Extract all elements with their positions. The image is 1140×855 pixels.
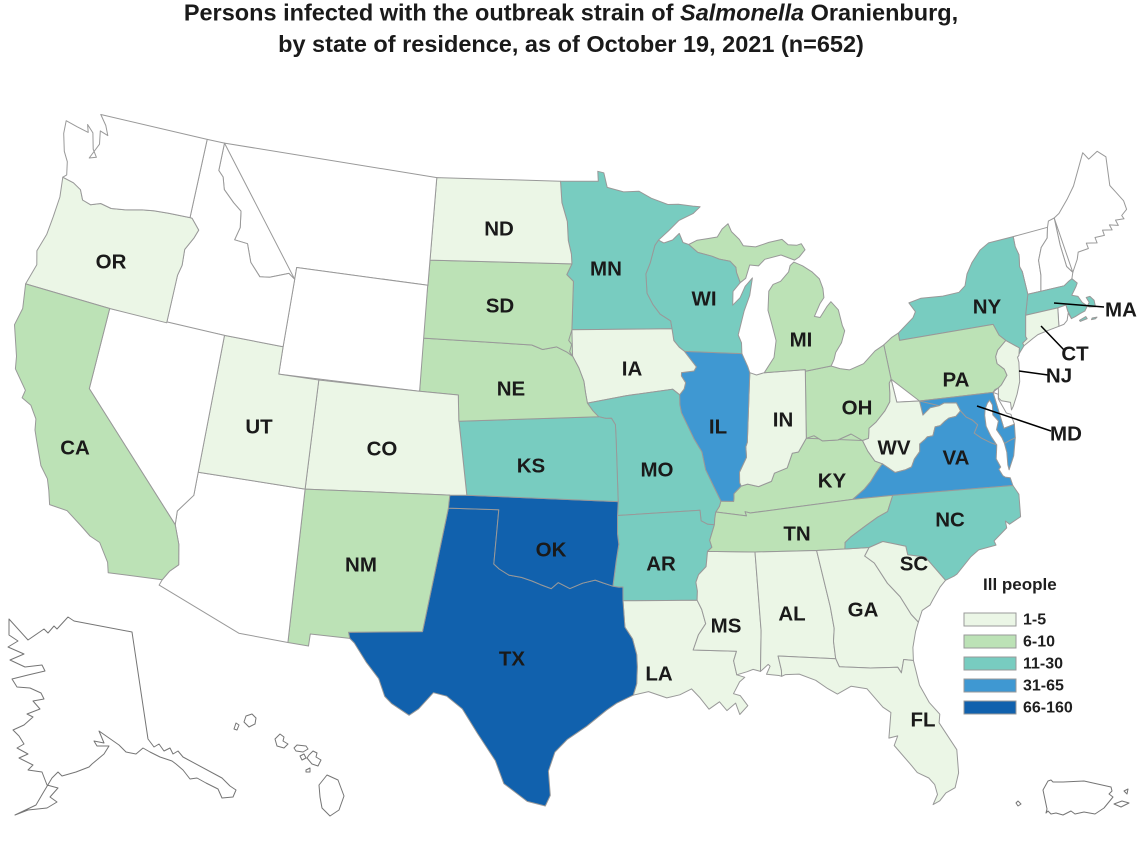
svg-text:ND: ND: [484, 218, 514, 241]
svg-text:CA: CA: [60, 437, 90, 460]
svg-text:SC: SC: [900, 553, 929, 576]
svg-text:MI: MI: [790, 329, 813, 352]
svg-text:GA: GA: [848, 599, 879, 622]
svg-text:OH: OH: [842, 397, 873, 420]
svg-text:MS: MS: [711, 615, 742, 638]
svg-text:LA: LA: [645, 663, 673, 686]
svg-text:IL: IL: [709, 416, 727, 439]
svg-text:11-30: 11-30: [1023, 656, 1063, 673]
svg-text:WI: WI: [691, 288, 716, 311]
svg-text:Ill people: Ill people: [983, 575, 1057, 594]
svg-text:VA: VA: [943, 447, 970, 470]
svg-text:MN: MN: [590, 258, 622, 281]
svg-text:66-160: 66-160: [1023, 700, 1073, 717]
svg-text:NY: NY: [973, 296, 1002, 319]
svg-text:PA: PA: [943, 369, 970, 392]
svg-text:CT: CT: [1061, 343, 1089, 366]
svg-text:1-5: 1-5: [1023, 612, 1046, 629]
svg-text:AL: AL: [778, 603, 805, 626]
svg-text:by state of residence, as of O: by state of residence, as of October 19,…: [278, 31, 864, 57]
svg-text:CO: CO: [367, 438, 398, 461]
svg-text:31-65: 31-65: [1023, 678, 1064, 695]
svg-text:NC: NC: [935, 509, 965, 532]
svg-text:TN: TN: [783, 523, 810, 546]
svg-text:NE: NE: [497, 378, 525, 401]
svg-text:OR: OR: [96, 251, 127, 274]
svg-text:6-10: 6-10: [1023, 634, 1055, 651]
svg-text:KS: KS: [517, 455, 545, 478]
svg-text:MO: MO: [640, 459, 673, 482]
svg-text:NM: NM: [345, 554, 377, 577]
svg-text:OK: OK: [536, 539, 567, 562]
svg-text:NJ: NJ: [1046, 365, 1072, 388]
svg-text:IA: IA: [622, 358, 643, 381]
svg-text:KY: KY: [818, 470, 847, 493]
svg-text:UT: UT: [245, 416, 273, 439]
svg-text:AR: AR: [646, 553, 676, 576]
svg-text:FL: FL: [910, 709, 935, 732]
svg-text:MD: MD: [1050, 423, 1082, 446]
svg-text:SD: SD: [486, 295, 514, 318]
svg-text:Persons infected with the outb: Persons infected with the outbreak strai…: [184, 0, 958, 26]
svg-text:MA: MA: [1105, 299, 1137, 322]
svg-text:IN: IN: [773, 409, 794, 432]
svg-text:TX: TX: [499, 648, 526, 671]
svg-text:WV: WV: [877, 437, 910, 460]
